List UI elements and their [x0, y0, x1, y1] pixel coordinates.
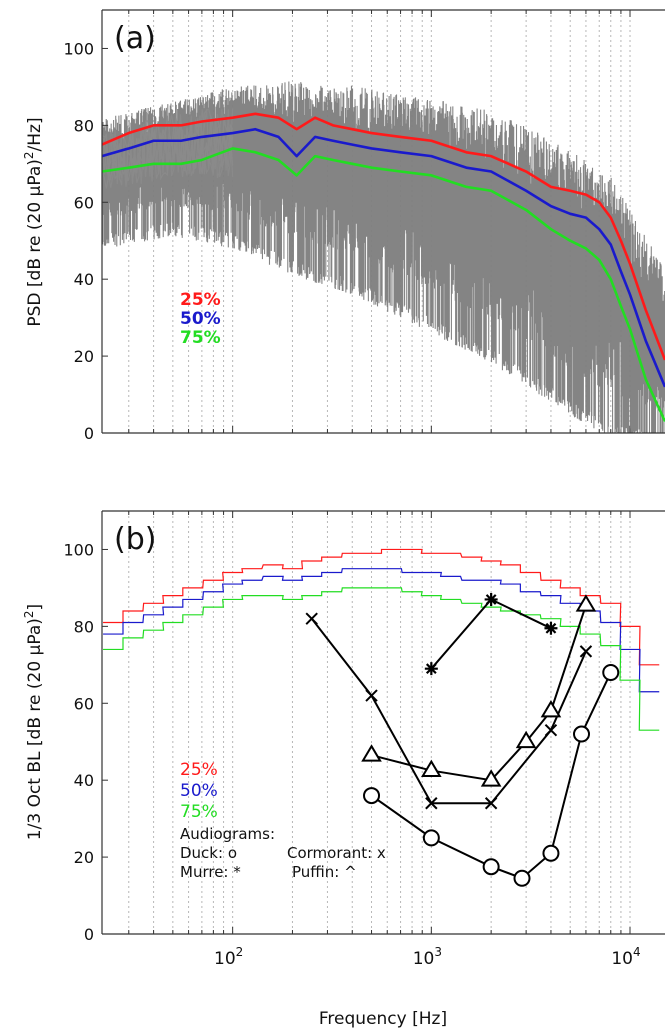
y-tick-label: 40 — [74, 270, 94, 289]
panel-a-label: (a) — [114, 21, 156, 56]
panel-b-xticks: 102 103 104 — [214, 945, 641, 969]
series-25pct-steps — [103, 548, 660, 666]
panel-a: 0 20 40 60 80 100 (a) PSD [dB re (20 µPa)2/Hz… — [22, 9, 665, 443]
y-tick-label: 80 — [74, 617, 94, 636]
cormorant-marker — [425, 797, 438, 810]
series-75pct-steps — [103, 587, 660, 731]
legend-a-25: 25% — [180, 290, 221, 310]
y-tick-label: 60 — [74, 694, 94, 713]
annotation-cormorant: Cormorant: x — [287, 844, 386, 862]
legend-a-50: 50% — [180, 309, 221, 329]
panel-b-axes — [101, 510, 665, 935]
duck-marker — [573, 725, 591, 743]
x-tick-label: 103 — [413, 945, 442, 969]
y-tick-label: 60 — [74, 193, 94, 212]
puffin-marker — [421, 759, 442, 777]
legend-b-75: 75% — [180, 802, 218, 822]
y-tick-label: 100 — [63, 540, 94, 559]
puffin-line — [371, 604, 587, 782]
series-50pct-steps — [103, 568, 660, 693]
annotation-puffin: Puffin: ^ — [292, 863, 357, 881]
panel-b-audiograms — [305, 592, 620, 887]
legend-b-50: 50% — [180, 781, 218, 801]
audiogram-annotation: Audiograms: Duck: o Cormorant: x Murre: … — [180, 825, 386, 881]
panel-a-legend: 25% 50% 75% — [180, 290, 221, 348]
series-50pct-line — [102, 127, 665, 388]
audiogram-duck — [363, 664, 620, 887]
duck-marker — [542, 844, 560, 862]
duck-marker — [422, 829, 440, 847]
x-axis-label: Frequency [Hz] — [319, 1009, 447, 1029]
panel-a-axes — [101, 9, 665, 434]
annotation-title: Audiograms: — [180, 825, 275, 843]
y-tick-label: 100 — [63, 39, 94, 58]
y-tick-label: 40 — [74, 771, 94, 790]
series-25pct-line — [102, 112, 665, 361]
cormorant-marker — [484, 797, 498, 810]
puffin-marker — [515, 730, 537, 749]
panel-a-ylabel: PSD [dB re (20 µPa)2/Hz] — [22, 117, 45, 326]
cormorant-marker — [579, 645, 593, 658]
puffin-marker — [361, 744, 382, 762]
x-tick-label: 104 — [611, 945, 640, 969]
murre-marker — [424, 662, 438, 676]
duck-marker — [513, 869, 531, 887]
panel-b-yticks: 0 20 40 60 80 100 — [63, 540, 108, 944]
murre-marker — [544, 621, 558, 635]
panel-b: 0 20 40 60 80 100 102 103 104 (b) 1/3 Oct BL [d… — [22, 510, 665, 1029]
panel-b-label: (b) — [114, 522, 156, 557]
y-tick-label: 20 — [74, 848, 94, 867]
annotation-duck: Duck: o — [180, 844, 237, 862]
puffin-marker — [540, 700, 562, 718]
y-tick-label: 20 — [74, 347, 94, 366]
legend-a-75: 75% — [180, 328, 221, 348]
cormorant-marker — [544, 723, 558, 737]
duck-marker — [602, 664, 620, 682]
legend-b-25: 25% — [180, 760, 218, 780]
panel-b-series — [103, 548, 660, 731]
series-75pct-line — [102, 147, 665, 422]
audiogram-puffin — [361, 594, 597, 787]
audiogram-murre — [424, 592, 558, 676]
y-tick-label: 0 — [84, 925, 94, 944]
x-tick-label: 102 — [214, 945, 243, 969]
puffin-marker — [575, 594, 597, 612]
cormorant-marker — [365, 689, 378, 702]
panel-a-yticks: 0 20 40 60 80 100 — [63, 39, 108, 443]
puffin-marker — [480, 769, 502, 787]
murre-marker — [484, 592, 498, 606]
duck-marker — [482, 858, 500, 876]
panel-b-legend: 25% 50% 75% — [180, 760, 218, 822]
y-tick-label: 80 — [74, 116, 94, 135]
panel-a-series — [102, 112, 665, 422]
y-tick-label: 0 — [84, 424, 94, 443]
annotation-murre: Murre: * — [180, 863, 241, 881]
cormorant-marker — [305, 612, 318, 625]
raw-spectrum-trace — [102, 115, 234, 186]
panel-b-ylabel: 1/3 Oct BL [dB re (20 µPa)2] — [22, 604, 45, 840]
duck-marker — [363, 787, 381, 805]
murre-line — [430, 598, 552, 670]
